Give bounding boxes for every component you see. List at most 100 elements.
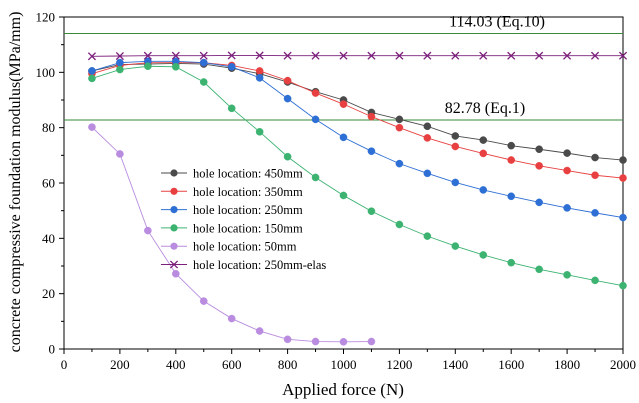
data-point [535,51,544,60]
x-tick-label: 2000 [610,357,636,372]
data-point [479,251,488,259]
data-point [451,178,460,187]
data-point [619,281,627,290]
data-point [395,123,404,132]
y-tick-label: 40 [42,231,55,246]
data-point [563,166,571,175]
x-axis-label: Applied force (N) [282,380,404,399]
data-point [255,74,264,82]
data-point [451,132,460,140]
data-point [479,186,488,194]
data-point [507,192,516,201]
data-point [199,297,208,305]
data-point [311,89,320,97]
data-point [591,276,599,285]
data-point [423,51,432,60]
data-point [88,123,96,131]
data-point [115,51,124,61]
data-point [423,122,432,131]
y-axis-label: concrete compressive foundation modulus(… [7,12,24,353]
legend-item: hole location: 250mm [161,203,303,217]
data-point [619,156,627,164]
x-tick-label: 1200 [386,357,412,372]
data-point [283,76,292,85]
legend-label: hole location: 250mm [193,203,303,217]
data-point [367,51,376,60]
data-point [227,314,236,323]
data-point [116,150,124,158]
data-point [283,94,292,103]
series-line [91,65,624,287]
legend-item: hole location: 350mm [161,185,303,199]
data-point [227,104,236,113]
reference-line-label: 114.03 (Eq.10) [449,14,545,31]
data-point [227,63,236,71]
data-point [199,58,208,67]
axes: 0 200 400 600 800 1000 1200 1400 1600 1800 2000 0 20… [36,10,637,373]
data-point [590,51,600,60]
data-point [619,213,627,222]
data-point [311,337,320,346]
data-point [255,327,264,335]
x-tick-label: 600 [222,357,242,372]
legend-item: hole location: 250mm-elas [161,258,326,272]
series-line [91,62,624,179]
data-point [535,145,543,154]
legend-label: hole location: 350mm [193,185,303,199]
data-point [339,133,348,142]
legend-marker [170,169,178,177]
x-tick-label: 200 [110,357,130,372]
data-point [563,51,572,60]
data-point [451,51,460,60]
data-point [311,173,320,182]
data-point [535,162,543,170]
legend-marker [170,187,178,195]
data-point [227,51,236,60]
legend-item: hole location: 50mm [161,240,297,254]
data-point [479,51,488,60]
x-tick-label: 0 [61,357,68,372]
data-point [479,149,488,158]
legend-label: hole location: 150mm [193,221,303,235]
data-point [507,141,516,150]
series [87,51,628,61]
data-point [339,191,348,200]
data-point [395,115,404,124]
x-tick-label: 1800 [554,357,580,372]
data-point [339,338,348,346]
data-point [311,51,320,60]
data-point [367,112,376,121]
data-point [311,115,320,124]
data-point [283,152,292,161]
x-tick-label: 1600 [498,357,524,372]
data-point [199,78,208,86]
x-tick-label: 1000 [331,357,357,372]
data-point [87,52,97,61]
data-point [395,51,404,60]
legend-item: hole location: 150mm [161,221,303,235]
data-point [423,232,432,240]
data-point [507,258,516,267]
y-tick-label: 60 [42,176,55,191]
data-point [451,142,460,151]
data-point [423,169,432,178]
legend-label: hole location: 50mm [193,240,297,254]
data-point [619,174,627,182]
legend-label: hole location: 250mm-elas [193,258,326,272]
legend-marker [170,224,178,232]
series-group [87,51,628,346]
data-point [283,335,292,344]
data-point [144,62,152,71]
data-point [171,63,180,71]
legend-item: hole location: 450mm [161,167,303,181]
series-line [91,55,623,57]
data-point [395,159,404,168]
data-point [199,51,208,60]
series [88,57,627,222]
y-tick-label: 20 [42,286,55,301]
data-point [143,51,152,60]
data-point [591,171,599,180]
legend-marker [170,206,178,214]
x-tick-label: 800 [278,357,298,372]
data-point [563,204,571,212]
